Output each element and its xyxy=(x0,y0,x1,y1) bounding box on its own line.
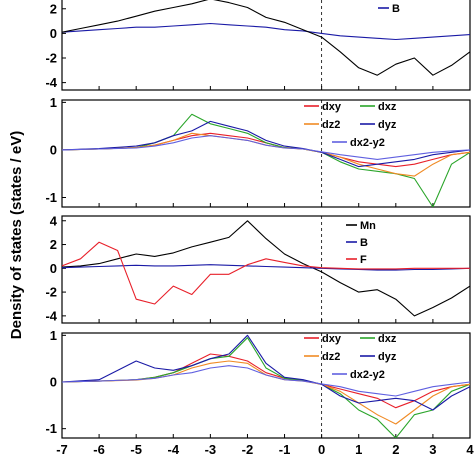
y-tick-label: 0 xyxy=(50,375,57,390)
x-tick-label: -3 xyxy=(205,442,217,457)
panel-frame xyxy=(61,0,471,91)
y-tick-label: -2 xyxy=(45,285,57,300)
legend-label: dx2-y2 xyxy=(350,137,385,149)
y-tick-label: -4 xyxy=(45,75,57,90)
series-group xyxy=(62,334,470,438)
legend-label: dxz xyxy=(378,101,397,113)
y-tick-label: 2 xyxy=(50,237,57,252)
series-line-b xyxy=(62,264,470,271)
x-tick-label: 3 xyxy=(429,442,436,457)
x-tick-label: -2 xyxy=(242,442,254,457)
series-line-dz2 xyxy=(62,132,470,177)
series-line-dyz xyxy=(62,334,470,411)
panel-frame xyxy=(61,332,471,439)
series-line-b xyxy=(62,22,470,41)
series-line-mn xyxy=(62,220,470,317)
legend-label: dxz xyxy=(378,333,397,345)
y-tick-label: 1 xyxy=(50,328,57,343)
x-tick-label: 1 xyxy=(355,442,362,457)
series-line-dxz xyxy=(62,337,470,438)
series-line-f xyxy=(62,241,470,305)
legend-label: B xyxy=(360,237,368,249)
y-axis-label: Density of states (states / eV) xyxy=(8,131,25,339)
x-tick-label: -5 xyxy=(130,442,142,457)
series-line-dx2-y2 xyxy=(62,365,470,397)
x-tick-label: 2 xyxy=(392,442,399,457)
panel-4: -1 0 1 -7 -6 -5 -4 -3 -2 -1 0 1 2 3 4 dxy dxz dz2 dyz dx2-y… xyxy=(45,328,474,457)
legend-label: F xyxy=(360,254,367,266)
panel-frame xyxy=(61,99,471,208)
legend-label: dz2 xyxy=(322,351,340,363)
series-group xyxy=(62,0,470,76)
x-tick-label: 0 xyxy=(318,442,325,457)
panel-3: -4 -2 0 2 4 Mn BF xyxy=(45,213,471,324)
series-line-unlabeled-1 xyxy=(62,0,470,76)
panel-1: -4 -2 0 2 B xyxy=(45,0,471,91)
x-tick-label: -6 xyxy=(93,442,105,457)
x-tick-label: 4 xyxy=(466,442,474,457)
y-tick-label: -1 xyxy=(45,421,57,436)
y-tick-label: -1 xyxy=(45,190,57,205)
panel-frame xyxy=(61,215,471,324)
x-tick-label: -7 xyxy=(56,442,68,457)
series-line-dyz xyxy=(62,120,470,168)
x-tick-label: -4 xyxy=(167,442,179,457)
series-group xyxy=(62,113,470,207)
y-tick-label: 0 xyxy=(50,261,57,276)
y-tick-label: 0 xyxy=(50,26,57,41)
legend-label: dx2-y2 xyxy=(350,369,385,381)
y-tick-label: 1 xyxy=(50,95,57,110)
legend-label: B xyxy=(392,3,400,15)
legend-label: dxy xyxy=(322,101,342,113)
y-tick-label: -2 xyxy=(45,51,57,66)
legend-label: Mn xyxy=(360,220,376,232)
series-group xyxy=(62,220,470,317)
series-line-dxy xyxy=(62,132,470,168)
y-tick-label: 2 xyxy=(50,1,57,16)
x-tick-label: -1 xyxy=(279,442,291,457)
y-tick-label: 0 xyxy=(50,142,57,157)
y-tick-label: -4 xyxy=(45,308,57,323)
y-tick-label: 4 xyxy=(50,213,58,228)
panel-2: -1 0 1 dxy dxz dz2 dyz dx2-y2 xyxy=(45,95,471,208)
legend-label: dz2 xyxy=(322,119,340,131)
legend-label: dyz xyxy=(378,119,397,131)
series-line-dx2-y2 xyxy=(62,135,470,160)
legend-label: dxy xyxy=(322,333,342,345)
legend-label: dyz xyxy=(378,351,397,363)
